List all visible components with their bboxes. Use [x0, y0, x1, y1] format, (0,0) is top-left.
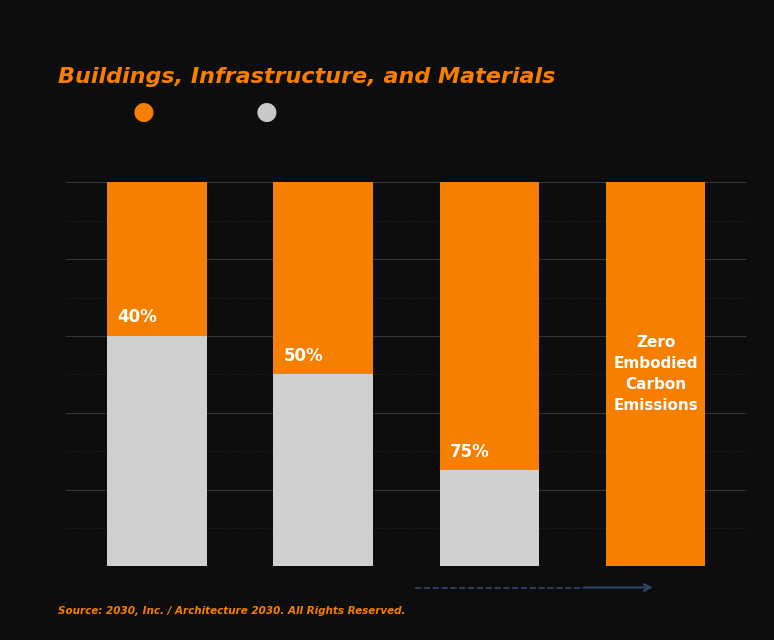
Bar [440, 470, 539, 566]
Text: ●: ● [132, 100, 154, 124]
Text: Buildings, Infrastructure, and Materials: Buildings, Infrastructure, and Materials [58, 67, 556, 87]
Text: Source: 2030, Inc. / Architecture 2030. All Rights Reserved.: Source: 2030, Inc. / Architecture 2030. … [58, 605, 406, 616]
Text: 50%: 50% [283, 347, 323, 365]
Text: ●: ● [256, 100, 278, 124]
Bar [108, 336, 207, 566]
Bar [273, 182, 373, 374]
Text: 40%: 40% [118, 308, 157, 326]
Bar [440, 182, 539, 470]
Bar [606, 182, 705, 566]
Bar [108, 182, 207, 336]
Bar [273, 374, 373, 566]
Text: 75%: 75% [450, 443, 489, 461]
Text: Zero
Embodied
Carbon
Emissions: Zero Embodied Carbon Emissions [613, 335, 698, 413]
